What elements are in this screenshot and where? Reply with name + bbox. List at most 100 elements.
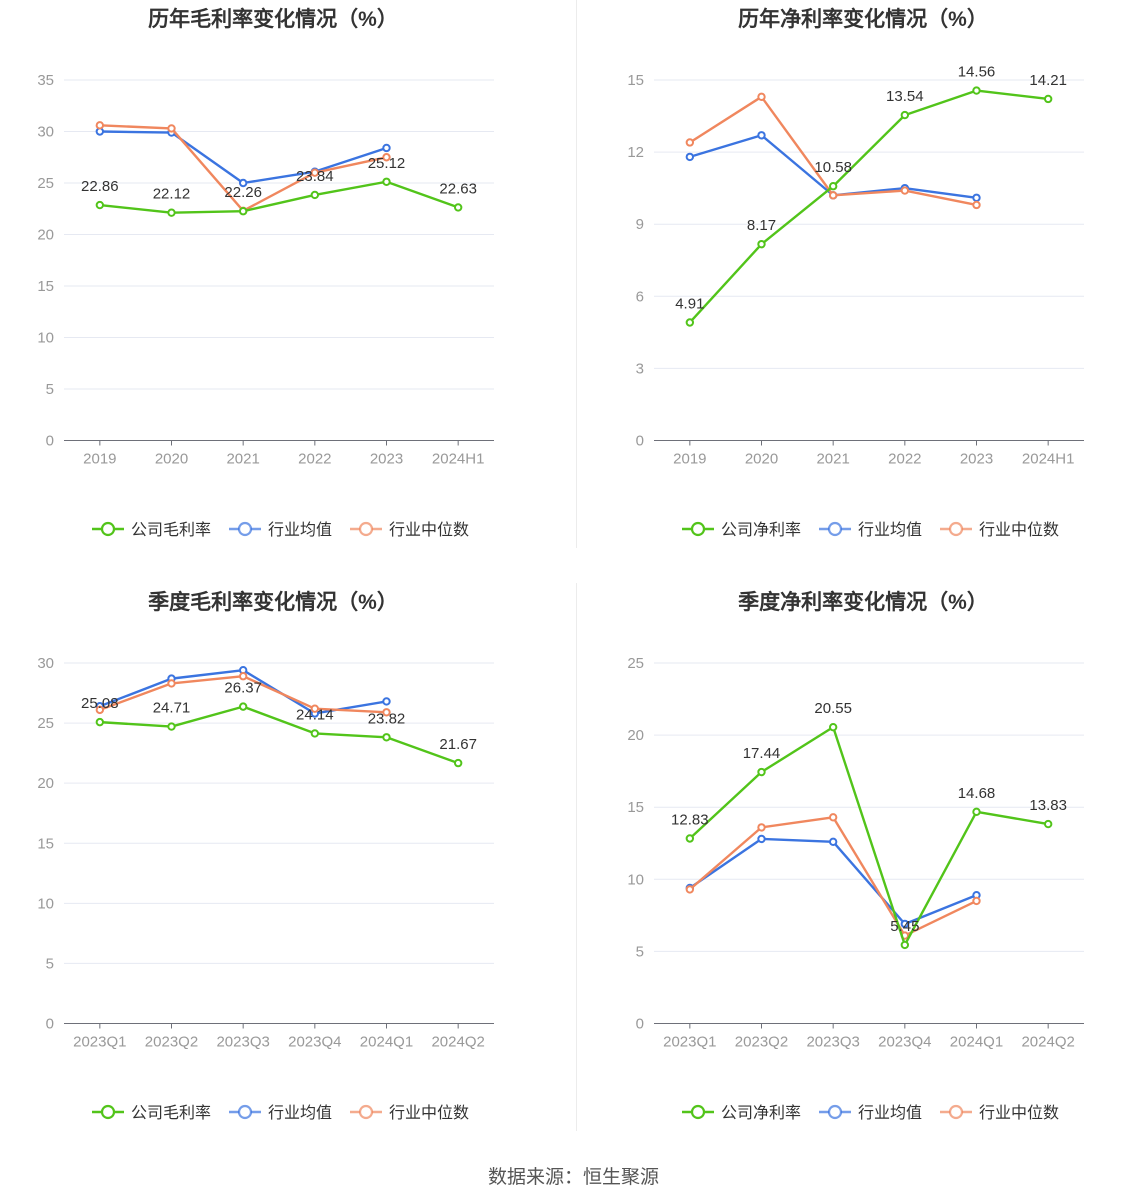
y-tick-label: 25: [37, 715, 54, 732]
data-label: 14.21: [1029, 72, 1067, 89]
y-tick-label: 25: [37, 175, 54, 192]
y-tick-label: 25: [627, 655, 644, 672]
legend-marker-icon: [690, 1104, 706, 1120]
y-tick-label: 6: [636, 288, 644, 305]
series-point-median: [95, 121, 105, 130]
legend-item-company: 公司净利率: [682, 1104, 801, 1122]
data-label: 5.45: [890, 918, 919, 935]
x-tick-label: 2022: [298, 451, 331, 468]
series-point-median: [238, 672, 248, 681]
y-tick-label: 15: [627, 799, 644, 816]
x-tick-label: 2020: [155, 451, 188, 468]
data-label: 22.12: [153, 186, 191, 203]
legend-label: 公司毛利率: [131, 1104, 211, 1122]
series-point-median: [828, 191, 838, 200]
series-point-avg: [382, 697, 391, 706]
x-tick-label: 2024Q1: [360, 1034, 413, 1051]
series-point-avg: [757, 131, 766, 140]
legend-label: 行业均值: [858, 1104, 922, 1122]
legend-item-company: 公司净利率: [682, 521, 801, 539]
x-tick-label: 2023Q1: [663, 1034, 716, 1051]
series-point-company: [685, 318, 695, 327]
data-label: 24.14: [296, 706, 334, 723]
series-point-median: [95, 705, 105, 715]
y-tick-label: 30: [37, 655, 54, 672]
legend-item-median: 行业中位数: [940, 1104, 1059, 1122]
series-point-avg: [972, 193, 981, 202]
data-label: 10.58: [814, 159, 852, 176]
y-tick-label: 3: [636, 360, 644, 377]
series-line-company: [99, 180, 459, 214]
series-point-company: [828, 722, 838, 732]
legend-label: 行业中位数: [979, 521, 1059, 539]
x-tick-label: 2023Q4: [288, 1034, 341, 1051]
series-line-avg: [99, 130, 387, 185]
x-tick-label: 2023Q3: [216, 1034, 269, 1051]
series-point-median: [310, 168, 320, 177]
y-tick-label: 5: [46, 955, 54, 972]
x-tick-label: 2022: [888, 451, 921, 468]
series-point-company: [900, 110, 910, 120]
chart-panel-1: 历年毛利率变化情况（%） 0 5 10 15 20 25 30 35 2019 2020 2021 20…: [37, 7, 494, 539]
y-tick-label: 0: [636, 433, 644, 450]
x-tick-label: 2023: [370, 451, 403, 468]
y-tick-label: 9: [636, 216, 644, 233]
legend-marker-icon: [827, 1104, 843, 1120]
data-label: 22.63: [439, 180, 477, 197]
series-point-company: [382, 177, 391, 186]
y-tick-label: 12: [627, 144, 644, 161]
y-tick-label: 10: [37, 330, 54, 347]
chart-panel-3: 季度毛利率变化情况（%） 0 5 10 15 20 25 30 2023Q1 2023Q2 2023…: [37, 590, 494, 1122]
y-tick-label: 10: [37, 895, 54, 912]
data-label: 25.08: [81, 695, 119, 712]
legend-label: 行业中位数: [389, 521, 469, 539]
legend-item-avg: 行业均值: [229, 521, 332, 539]
series-point-median: [972, 896, 981, 906]
data-label: 13.54: [886, 88, 924, 105]
x-tick-label: 2023Q4: [878, 1034, 931, 1051]
series-point-company: [685, 834, 695, 843]
series-point-median: [685, 885, 695, 894]
series-point-avg: [382, 143, 391, 153]
x-tick-label: 2021: [816, 451, 849, 468]
series-point-median: [310, 704, 320, 713]
series-point-avg: [757, 834, 766, 844]
series-point-company: [972, 86, 981, 95]
data-source: 数据来源：恒生聚源: [487, 1167, 659, 1188]
series-point-company: [757, 767, 766, 777]
series-point-median: [828, 813, 838, 822]
x-tick-label: 2024Q2: [431, 1034, 484, 1051]
chart-title: 季度净利率变化情况（%）: [738, 590, 988, 614]
y-tick-label: 20: [37, 775, 54, 792]
data-label: 20.55: [814, 700, 852, 717]
series-line-company: [689, 725, 1049, 947]
x-tick-label: 2023: [960, 451, 993, 468]
series-point-avg: [828, 837, 838, 847]
legend-marker-icon: [237, 1104, 253, 1120]
series-point-company: [167, 722, 176, 731]
series-point-company: [972, 807, 981, 817]
legend-marker-icon: [690, 521, 706, 537]
series-point-company: [757, 239, 766, 249]
series-point-median: [685, 138, 695, 147]
chart-title: 季度毛利率变化情况（%）: [148, 590, 398, 614]
series-point-avg: [685, 152, 695, 162]
x-tick-label: 2024H1: [1022, 451, 1075, 468]
legend-label: 公司毛利率: [131, 521, 211, 539]
y-tick-label: 20: [37, 227, 54, 244]
data-label: 14.68: [958, 785, 996, 802]
data-label: 22.86: [81, 178, 119, 195]
y-tick-label: 0: [636, 1016, 644, 1033]
x-tick-label: 2019: [83, 451, 116, 468]
x-tick-label: 2023Q2: [145, 1034, 198, 1051]
series-point-avg: [238, 178, 248, 188]
chart-title: 历年净利率变化情况（%）: [738, 7, 988, 31]
series-point-median: [757, 92, 766, 102]
legend-item-company: 公司毛利率: [92, 1104, 211, 1122]
series-point-median: [900, 186, 910, 195]
y-tick-label: 15: [627, 72, 644, 89]
legend-item-avg: 行业均值: [819, 521, 922, 539]
series-point-company: [453, 758, 463, 768]
legend-marker-icon: [948, 521, 964, 537]
series-point-company: [1043, 94, 1053, 104]
